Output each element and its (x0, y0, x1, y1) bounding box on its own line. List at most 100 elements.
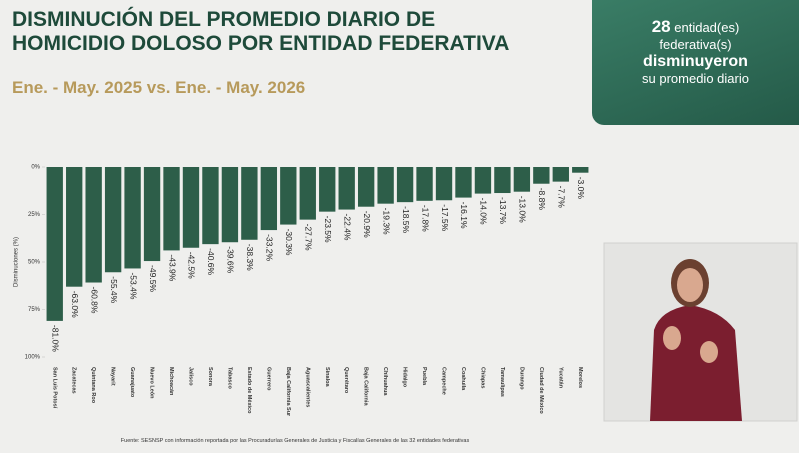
x-tick-label: Puebla (421, 367, 427, 386)
value-label: -33.2% (265, 234, 275, 261)
value-label: -42.5% (187, 252, 197, 279)
bar (66, 167, 83, 287)
x-tick-label: Durango (518, 367, 524, 390)
x-tick-label: Guerrero (265, 367, 271, 391)
x-tick-label: Hidalgo (402, 367, 408, 388)
callout-text: federativa(s) (659, 37, 732, 52)
person-hand (700, 341, 718, 363)
value-label: -53.4% (128, 272, 138, 299)
x-tick-label: Coahuila (460, 367, 466, 391)
bar (104, 167, 122, 273)
value-label: -17.8% (420, 205, 430, 232)
bar (533, 167, 550, 184)
bar (435, 167, 453, 201)
bar (357, 167, 375, 207)
x-tick-label: Chihuahua (382, 367, 388, 396)
bar (241, 167, 258, 240)
title-line: HOMICIDIO DOLOSO POR ENTIDAD FEDERATIVA (12, 32, 510, 55)
callout-count: 28 (651, 17, 671, 36)
value-label: -49.5% (148, 265, 158, 292)
x-tick-label: Nuevo León (149, 367, 155, 399)
x-tick-label: Aguascalientes (304, 367, 310, 407)
y-axis-label: Disminuciones (%) (14, 237, 20, 287)
person-face (677, 268, 703, 302)
x-tick-label: Sonora (207, 367, 213, 387)
person-hand (663, 326, 681, 350)
bar (124, 167, 141, 269)
bar (85, 167, 102, 283)
value-label: -19.3% (381, 208, 391, 235)
value-label: -38.3% (245, 244, 255, 271)
value-label: -16.1% (459, 202, 469, 229)
value-label: -60.8% (89, 287, 99, 314)
bar (280, 167, 297, 225)
bar (455, 167, 472, 198)
x-tick-label: Campeche (441, 367, 447, 395)
x-tick-label: Nayarit (110, 367, 116, 386)
x-tick-label: Sinaloa (324, 367, 330, 388)
x-tick-label: Ciudad de México (538, 367, 544, 414)
bar (377, 167, 394, 204)
value-label: -17.5% (440, 204, 450, 231)
y-tick-label: 0% (31, 165, 40, 171)
interpreter-video (603, 242, 798, 422)
x-tick-label: Yucatán (557, 367, 563, 389)
bar (513, 167, 531, 192)
value-label: -63.0% (70, 291, 80, 318)
callout-text: su promedio diario (642, 71, 749, 86)
y-tick-label: 25% (28, 212, 41, 218)
y-tick-label: 100% (25, 355, 41, 361)
x-tick-label: Michoacán (168, 367, 174, 396)
x-tick-label: Chiapas (479, 367, 485, 388)
x-tick-label: Baja California Sur (285, 367, 291, 417)
value-label: -20.9% (362, 211, 372, 238)
x-tick-label: Quintana Roo (90, 367, 96, 404)
value-label: -43.9% (167, 254, 177, 281)
title-line: DISMINUCIÓN DEL PROMEDIO DIARIO DE (12, 8, 436, 31)
x-tick-label: Morelos (577, 367, 583, 388)
bar (552, 167, 569, 182)
bar (221, 167, 239, 243)
bar (202, 167, 219, 245)
value-label: -81.0% (50, 325, 60, 352)
value-label: -13.0% (518, 196, 528, 223)
value-label: -13.7% (498, 197, 508, 224)
x-tick-label: Zacatecas (71, 367, 77, 394)
x-tick-label: Tamaulipas (499, 367, 505, 397)
value-label: -14.0% (479, 198, 489, 225)
x-tick-label: Estado de México (246, 367, 252, 414)
bar (572, 167, 589, 173)
bar (143, 167, 161, 262)
bar (46, 167, 63, 321)
x-tick-label: Guanajuato (129, 367, 135, 398)
callout-text: entidad(es) (674, 20, 740, 35)
x-tick-label: San Luis Potosí (51, 367, 57, 409)
value-label: -18.5% (401, 206, 411, 233)
y-tick-label: 50% (28, 260, 41, 266)
title: DISMINUCIÓN DEL PROMEDIO DIARIO DE HOMIC… (12, 8, 509, 56)
bar (319, 167, 336, 212)
value-label: -40.6% (206, 248, 216, 275)
bar (163, 167, 180, 251)
value-label: -23.5% (323, 216, 333, 243)
bar (396, 167, 414, 203)
value-label: -8.8% (537, 188, 547, 211)
x-tick-label: Baja California (363, 367, 369, 406)
value-label: -55.4% (109, 276, 119, 303)
bar (182, 167, 200, 248)
value-label: -27.7% (304, 224, 314, 251)
bar (299, 167, 316, 220)
value-label: -30.3% (284, 229, 294, 256)
callout-text: disminuyeron (643, 53, 748, 70)
value-label: -39.6% (226, 246, 236, 273)
bar (416, 167, 433, 201)
subtitle: Ene. - May. 2025 vs. Ene. - May. 2026 (12, 78, 306, 97)
value-label: -22.4% (342, 214, 352, 241)
bar (474, 167, 492, 194)
x-tick-label: Tabasco (226, 367, 232, 390)
bar (494, 167, 511, 194)
x-tick-label: Querétaro (343, 367, 349, 394)
bar (338, 167, 355, 210)
